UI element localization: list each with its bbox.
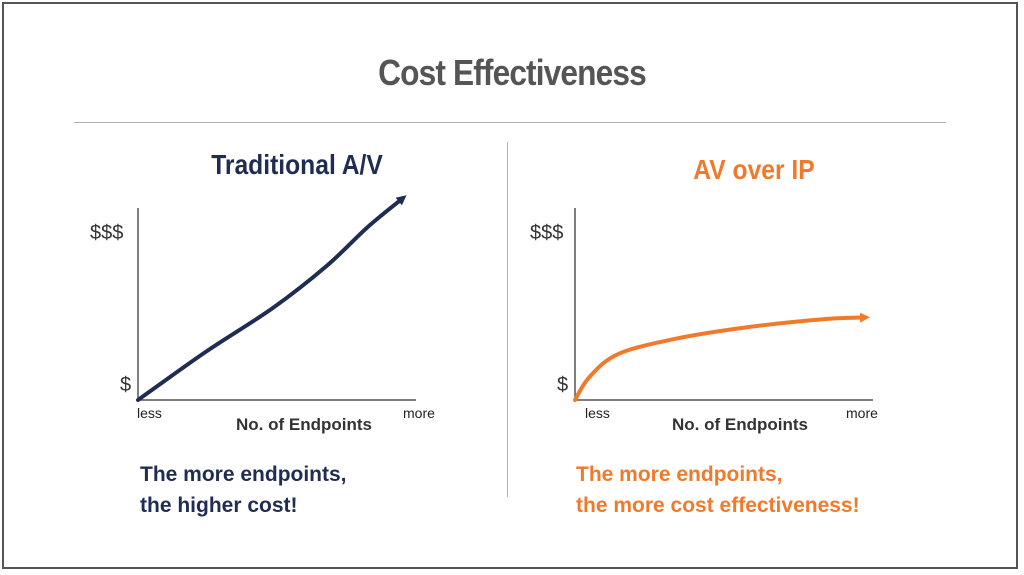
x-tick-less-avoverip: less [585, 405, 610, 421]
slide-title: Cost Effectiveness [378, 52, 647, 93]
x-axis-label-avoverip: No. of Endpoints [672, 415, 808, 434]
caption-line1-traditional: The more endpoints, [140, 463, 347, 486]
caption-line2-traditional: the higher cost! [140, 494, 298, 517]
y-tick-top-avoverip: $$$ [530, 222, 564, 244]
x-tick-more-avoverip: more [846, 405, 878, 421]
caption-line1-avoverip: The more endpoints, [576, 463, 783, 486]
y-tick-top-traditional: $$$ [90, 222, 124, 244]
caption-avoverip: The more endpoints, the more cost effect… [576, 459, 860, 521]
chart-title-avoverip: AV over IP [693, 154, 815, 185]
chart-traditional [136, 195, 416, 402]
series-line-traditional [136, 195, 407, 402]
chart-title-traditional: Traditional A/V [211, 149, 383, 180]
chart-avoverip [573, 208, 873, 402]
charts-svg [136, 195, 873, 402]
title-rule [74, 122, 946, 123]
slide: Cost Effectiveness Traditional A/V $$$ $… [2, 2, 1018, 569]
caption-traditional: The more endpoints, the higher cost! [140, 459, 347, 521]
series-line-avoverip [573, 312, 870, 402]
x-axis-label-traditional: No. of Endpoints [236, 415, 372, 434]
y-tick-bottom-avoverip: $ [557, 374, 569, 396]
panel-divider [507, 142, 508, 497]
x-tick-less-traditional: less [137, 405, 162, 421]
x-tick-more-traditional: more [403, 405, 435, 421]
y-tick-bottom-traditional: $ [120, 374, 132, 396]
caption-line2-avoverip: the more cost effectiveness! [576, 494, 860, 517]
